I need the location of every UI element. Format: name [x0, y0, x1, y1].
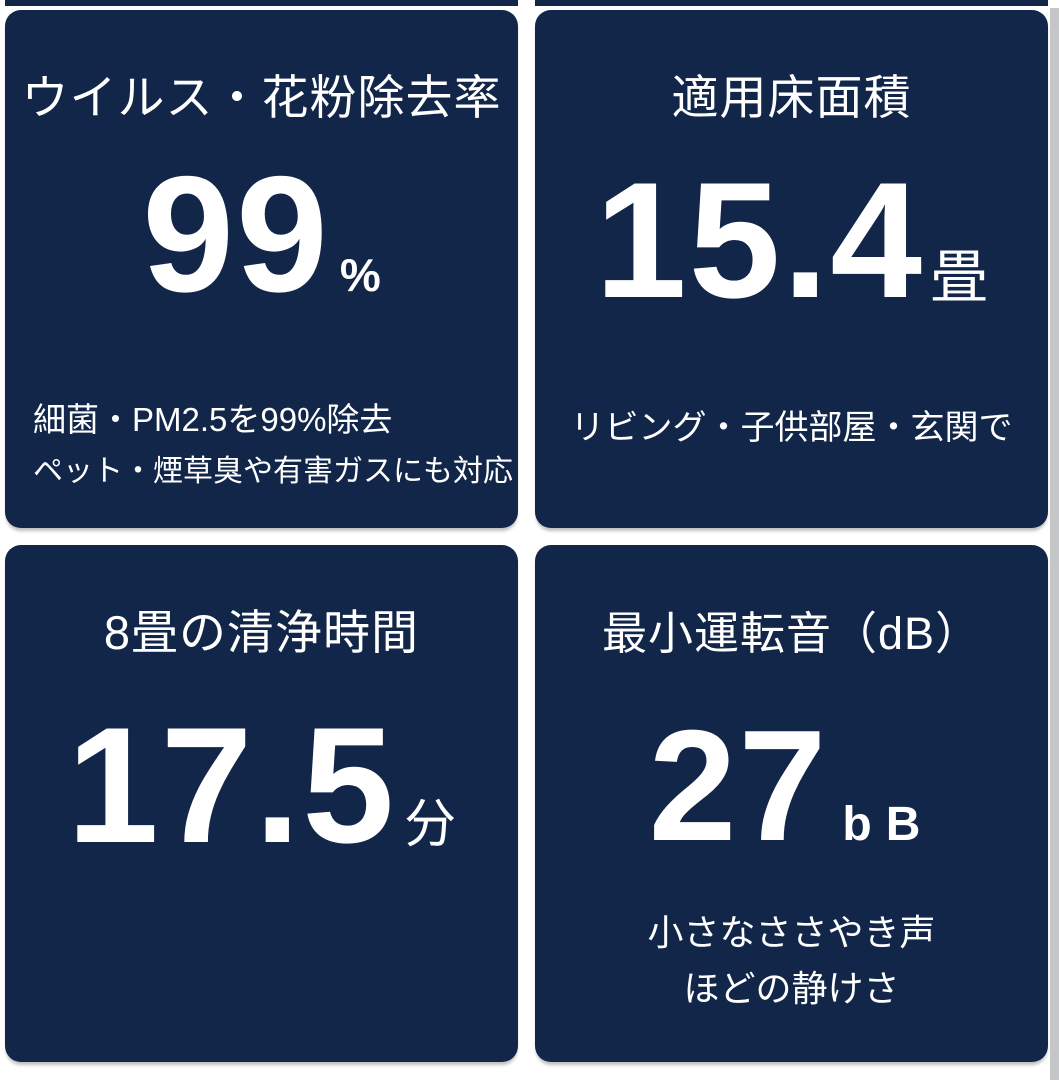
- spec-card-floor-area: 適用床面積 15.4 畳 リビング・子供部屋・玄関で: [535, 10, 1048, 528]
- stat-value: 15.4: [594, 148, 925, 332]
- stat-unit: 畳: [930, 245, 989, 310]
- stat-unit: 分: [404, 796, 457, 854]
- stat-note: 小さなささやき声: [647, 912, 936, 953]
- spec-card-min-noise: 最小運転音（dB） 27 bB 小さなささやき声 ほどの静けさ: [535, 545, 1048, 1062]
- stat-value: 99: [142, 142, 330, 326]
- stat-value: 17.5: [66, 693, 397, 877]
- spec-card-clean-time: 8畳の清浄時間 17.5 分: [5, 545, 518, 1062]
- card-title: 8畳の清浄時間: [103, 606, 420, 659]
- card-title: 最小運転音（dB）: [601, 608, 982, 659]
- stat-value: 27: [648, 698, 829, 874]
- card-title: 適用床面積: [671, 71, 912, 124]
- stat-value-row: 17.5 分: [5, 703, 518, 868]
- stat-unit: bB: [842, 798, 935, 851]
- stat-note: ほどの静けさ: [683, 968, 900, 1009]
- cropped-card-remnant-left: [5, 0, 518, 6]
- stat-value-row: 15.4 畳: [535, 158, 1048, 323]
- card-title: ウイルス・花粉除去率: [21, 71, 502, 124]
- stat-note: 細菌・PM2.5を99%除去: [33, 401, 393, 438]
- page-edge-strip: [1050, 8, 1059, 1080]
- stat-value-row: 27 bB: [535, 707, 1048, 865]
- cropped-card-remnant-right: [535, 0, 1048, 6]
- spec-card-virus-pollen-removal: ウイルス・花粉除去率 99 % 細菌・PM2.5を99%除去 ペット・煙草臭や有…: [5, 10, 518, 528]
- stat-note: リビング・子供部屋・玄関で: [570, 409, 1013, 447]
- stat-value-row: 99 %: [5, 152, 518, 317]
- stat-unit: %: [339, 249, 381, 301]
- stat-note: ペット・煙草臭や有害ガスにも対応: [33, 455, 513, 488]
